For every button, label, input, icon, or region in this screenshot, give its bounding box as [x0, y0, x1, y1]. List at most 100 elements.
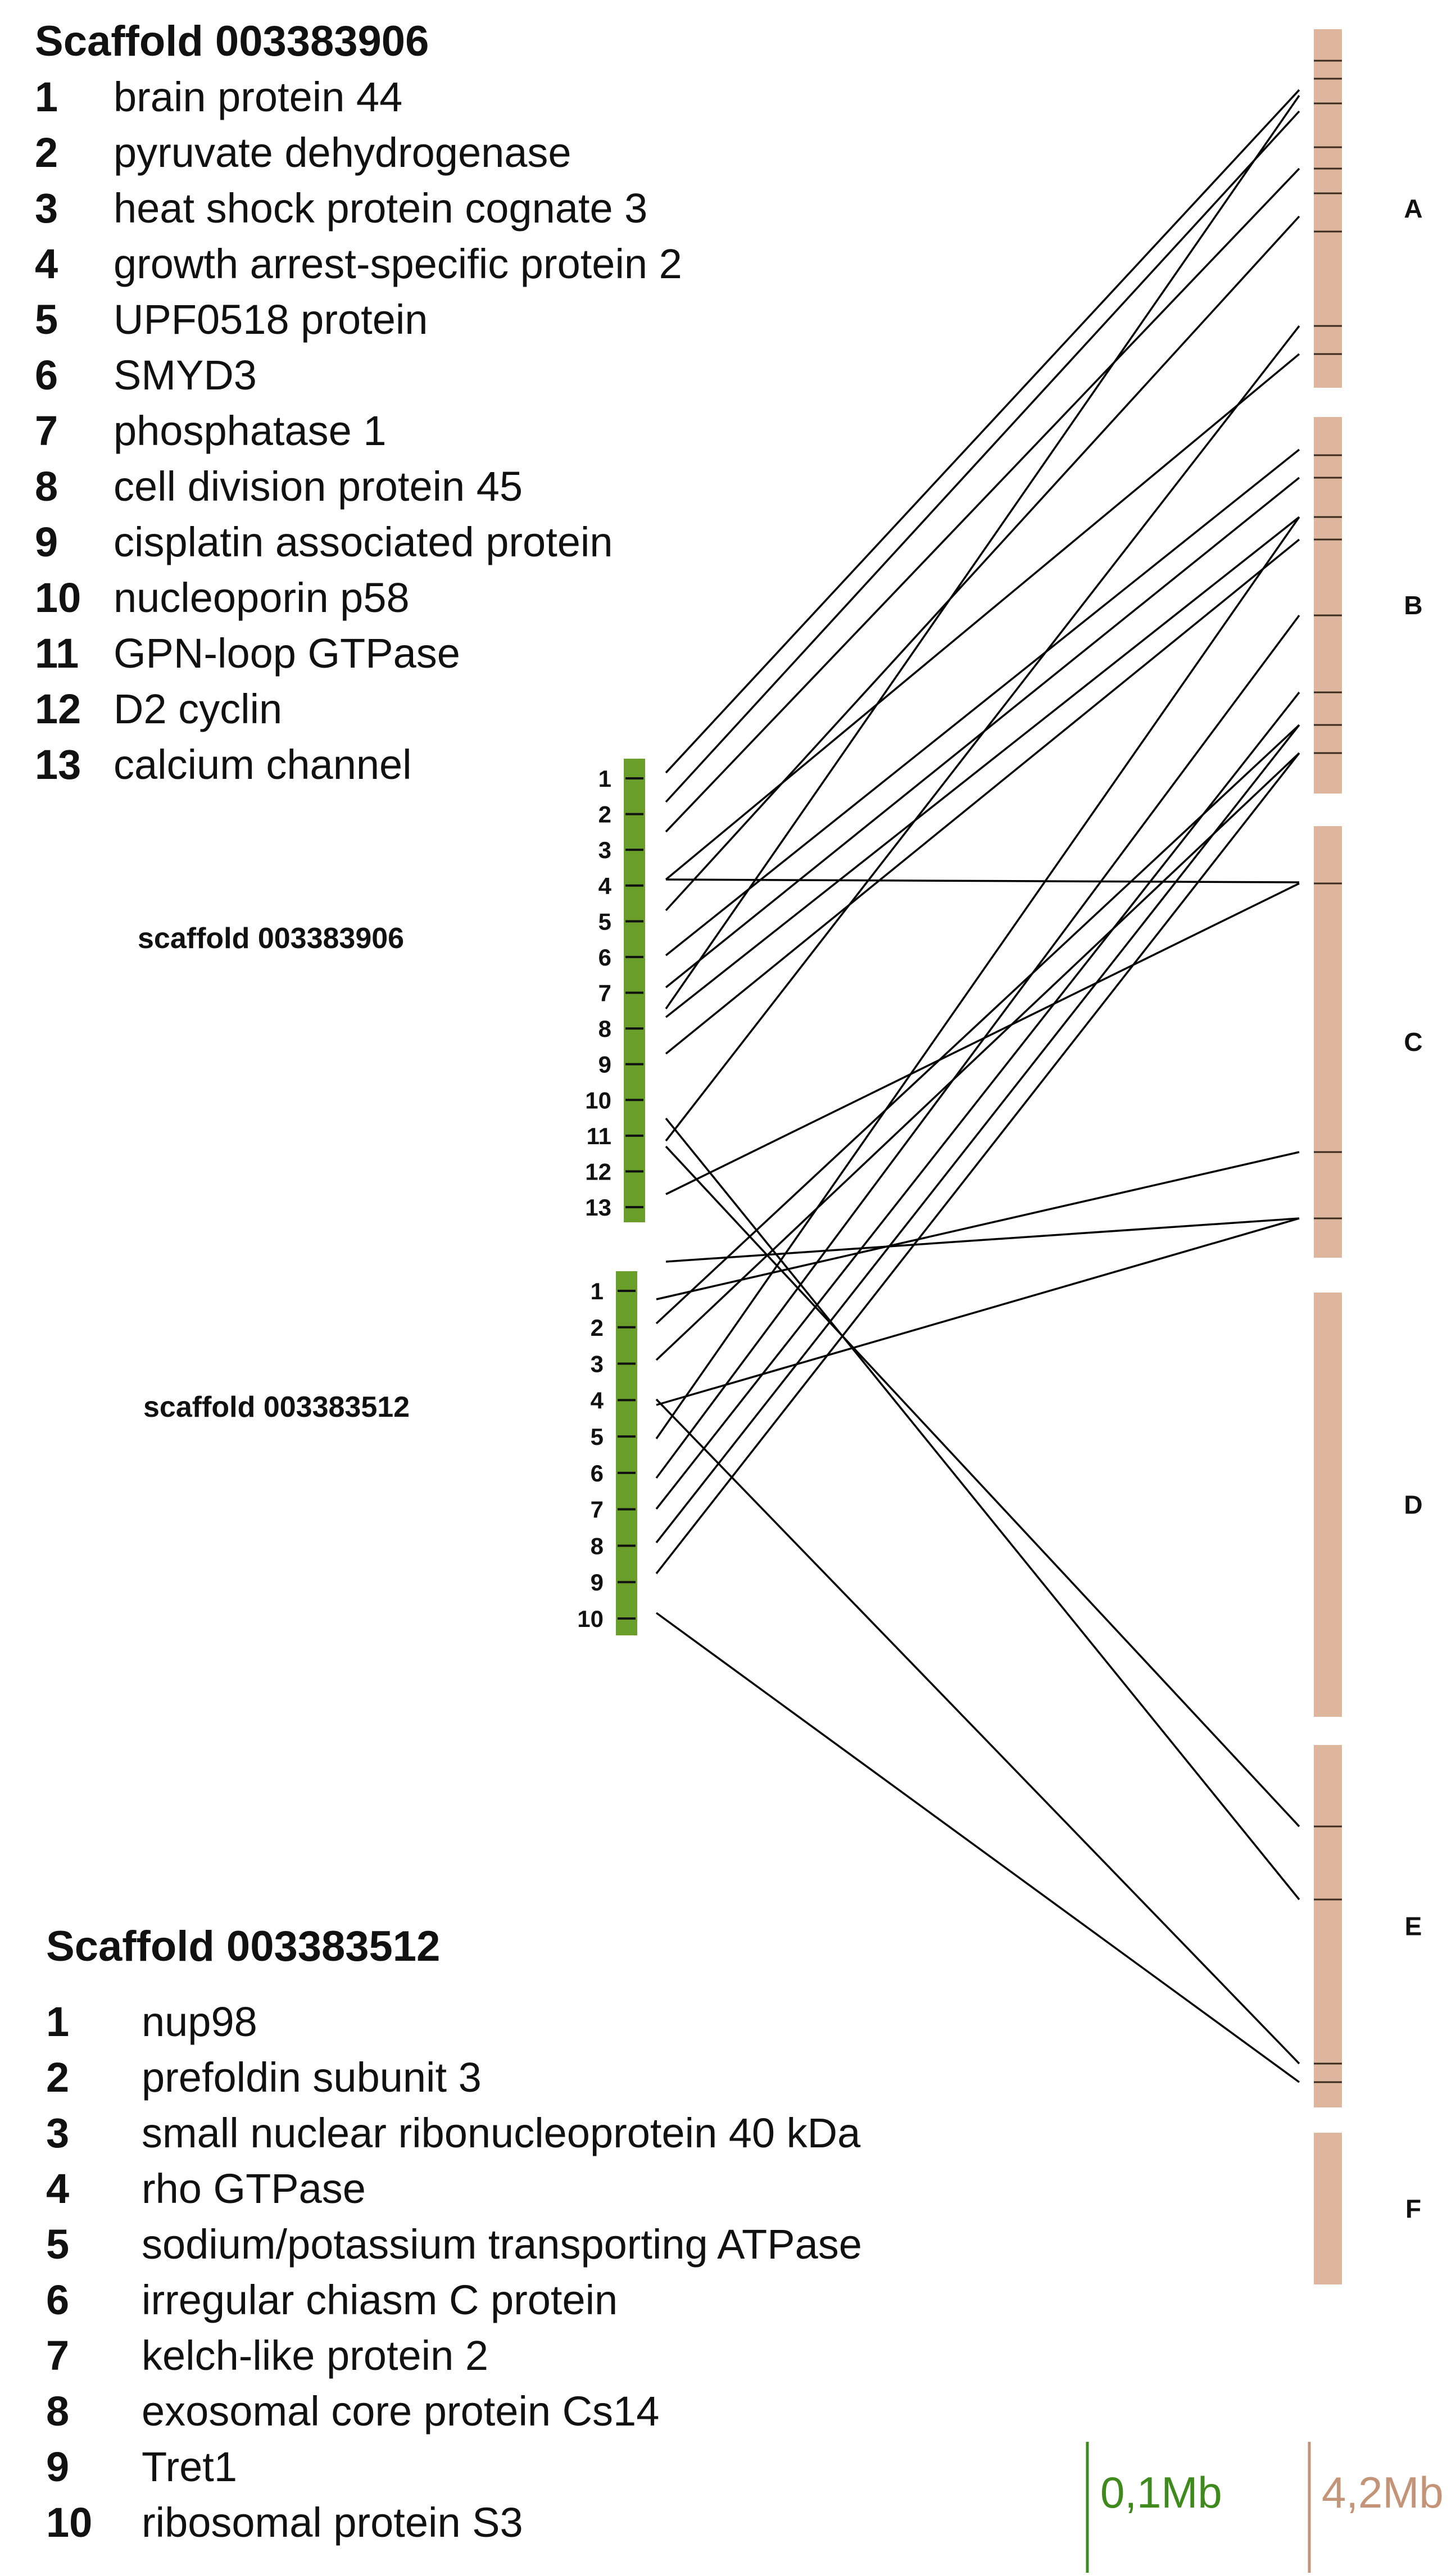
legend2-item-number: 1: [46, 1998, 70, 2045]
legend2-item-number: 9: [46, 2443, 70, 2490]
legend2-item-number: 5: [46, 2221, 70, 2268]
legend2-item-label: nup98: [142, 1998, 257, 2045]
legend1-item-label: UPF0518 protein: [114, 296, 428, 343]
scaffold1-gene-number: 10: [585, 1087, 611, 1113]
legend1-item-number: 5: [35, 296, 58, 343]
chromosome-F-bar: [1314, 2133, 1342, 2284]
scaffold1-bar: [624, 759, 645, 1222]
chromosome-D-label: D: [1404, 1490, 1422, 1520]
synteny-link: [655, 516, 1300, 1440]
scaffold1-gene-number: 3: [598, 837, 611, 863]
synteny-link: [655, 752, 1300, 1361]
scaffold1-gene-number: 8: [598, 1016, 611, 1042]
legend2-item-label: irregular chiasm C protein: [142, 2277, 618, 2323]
scaffold1-gene-number: 6: [598, 944, 611, 971]
legend2-item-label: prefoldin subunit 3: [142, 2054, 482, 2101]
legend1-item-number: 2: [35, 129, 58, 176]
legend1-item-number: 4: [35, 241, 58, 287]
scaffold2-gene-number: 8: [591, 1533, 604, 1559]
legend1-item-label: pyruvate dehydrogenase: [114, 129, 571, 176]
scaffold2-gene-number: 2: [591, 1314, 604, 1341]
synteny-link: [665, 325, 1300, 1142]
scaffold2-bar: [616, 1271, 637, 1635]
legend2-item-number: 10: [46, 2499, 93, 2546]
scaffold1-gene-number: 5: [598, 908, 611, 935]
scale-tan-label: 4,2Mb: [1322, 2468, 1444, 2517]
scaffold2-gene-number: 4: [591, 1387, 604, 1413]
synteny-link: [665, 538, 1300, 1055]
scaffold1-gene-number: 11: [587, 1123, 611, 1149]
legend2-item-label: kelch-like protein 2: [142, 2332, 488, 2379]
scaffold1-gene-number: 1: [598, 765, 611, 792]
legend1-title: Scaffold 003383906: [35, 17, 429, 65]
legend2-item-number: 4: [46, 2165, 70, 2212]
legend2-item-number: 6: [46, 2277, 70, 2323]
scaffold1-label: scaffold 003383906: [138, 922, 405, 955]
chromosome-A-label: A: [1404, 194, 1422, 223]
synteny-link: [655, 724, 1300, 1325]
synteny-link: [655, 691, 1300, 1510]
synteny-link: [655, 614, 1300, 1479]
legend1-item-label: brain protein 44: [114, 74, 403, 120]
chromosome-C-bar: [1314, 826, 1342, 1258]
scaffold2-gene-number: 7: [591, 1497, 604, 1523]
legend1-item-label: SMYD3: [114, 352, 257, 398]
legend2-item-label: Tret1: [142, 2443, 237, 2490]
legend1-item-label: D2 cyclin: [114, 686, 283, 732]
scaffold2-label: scaffold 003383512: [143, 1391, 410, 1423]
legend1-item-number: 13: [35, 741, 81, 788]
scaffold2-gene-number: 9: [591, 1569, 604, 1595]
chromosome-E-bar: [1314, 1745, 1342, 2107]
legend2-item-number: 8: [46, 2388, 70, 2435]
synteny-link: [665, 95, 1300, 1009]
legend1-item-label: phosphatase 1: [114, 407, 387, 454]
chromosome-E-label: E: [1405, 1912, 1422, 1941]
legend2-item-label: small nuclear ribonucleoprotein 40 kDa: [142, 2110, 861, 2156]
synteny-link: [655, 1612, 1300, 2083]
scaffold1-gene-number: 2: [598, 801, 611, 828]
scaffold2-gene-number: 6: [591, 1460, 604, 1486]
synteny-link: [665, 1117, 1300, 1901]
legend2-item-number: 7: [46, 2332, 70, 2379]
synteny-link: [656, 1217, 1300, 1406]
synteny-link: [656, 1151, 1300, 1300]
scaffold2-gene-number: 5: [591, 1423, 604, 1450]
legend1-item-label: cell division protein 45: [114, 463, 523, 510]
legend1-item-label: growth arrest-specific protein 2: [114, 241, 682, 287]
synteny-link: [665, 516, 1300, 1018]
synteny-link: [665, 878, 1300, 883]
legend1-item-label: heat shock protein cognate 3: [114, 185, 648, 232]
scaffold1-gene-number: 9: [598, 1051, 611, 1078]
scaffold1-gene-number: 12: [585, 1158, 611, 1185]
synteny-link: [665, 110, 1300, 803]
scale-green-label: 0,1Mb: [1100, 2468, 1222, 2517]
chromosome-C-label: C: [1404, 1027, 1422, 1057]
scaffold1-gene-number: 13: [585, 1194, 611, 1221]
legend1-item-number: 1: [35, 74, 58, 120]
legend1-item-number: 12: [35, 686, 81, 732]
synteny-link: [665, 1145, 1300, 1828]
scaffold2-gene-number: 3: [591, 1351, 604, 1377]
legend1-item-number: 7: [35, 407, 58, 454]
legend1-item-number: 9: [35, 519, 58, 565]
scaffold2-gene-number: 10: [577, 1606, 604, 1632]
scaffold2-gene-number: 1: [591, 1278, 604, 1304]
synteny-link: [655, 752, 1300, 1575]
legend1-item-number: 10: [35, 574, 81, 621]
synteny-link: [655, 724, 1300, 1544]
legend1-item-label: calcium channel: [114, 741, 412, 788]
synteny-link: [665, 167, 1300, 833]
legend2-item-label: ribosomal protein S3: [142, 2499, 523, 2546]
legend2-item-number: 2: [46, 2054, 70, 2101]
chromosome-F-label: F: [1405, 2194, 1421, 2223]
synteny-link: [665, 448, 1300, 956]
legend2-item-number: 3: [46, 2110, 70, 2156]
chromosome-D-bar: [1314, 1293, 1342, 1717]
scaffold1-gene-number: 7: [598, 980, 611, 1007]
synteny-link: [665, 215, 1300, 912]
synteny-link: [665, 89, 1300, 774]
legend1-item-number: 6: [35, 352, 58, 398]
legend2-title: Scaffold 003383512: [46, 1923, 441, 1970]
legend2-item-label: rho GTPase: [142, 2165, 366, 2212]
